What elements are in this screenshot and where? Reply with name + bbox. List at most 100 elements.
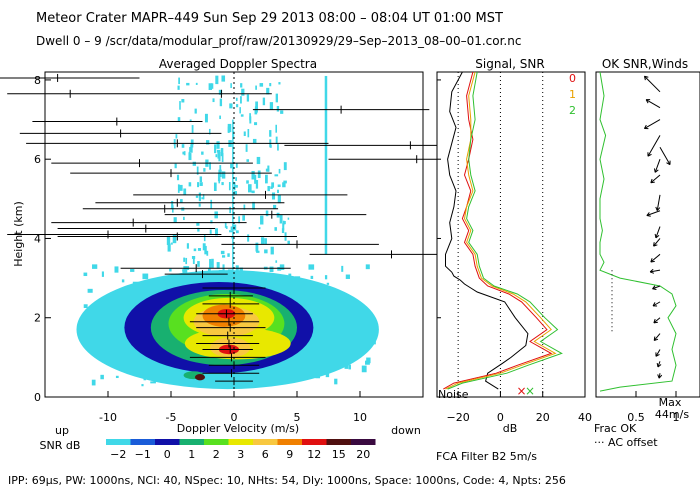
echo-speckle <box>182 269 185 272</box>
echo-speckle <box>221 75 226 82</box>
wind-arrowhead <box>657 364 662 368</box>
colorbar-value: −2 <box>110 448 126 461</box>
echo-speckle <box>277 144 279 151</box>
echo-speckle <box>239 107 241 114</box>
snr-profiles: ×× <box>443 71 563 398</box>
echo-speckle <box>176 174 180 181</box>
colorbar-value: 2 <box>213 448 220 461</box>
height-tick-label: 0 <box>34 391 41 404</box>
echo-speckle <box>191 125 194 133</box>
colorbar-value: 20 <box>356 448 370 461</box>
echo-speckle <box>221 152 224 163</box>
doppler-xlabel: Doppler Velocity (m/s) <box>177 422 299 435</box>
echo-speckle <box>189 119 192 122</box>
velocity-tick-label: -5 <box>166 411 177 424</box>
echo-speckle <box>259 83 264 87</box>
echo-speckle <box>196 166 199 175</box>
echo-speckle <box>238 216 241 224</box>
echo-speckle <box>277 189 279 193</box>
colorbar-value: −1 <box>135 448 151 461</box>
snr-panel-frame <box>436 71 586 398</box>
echo-speckle <box>245 144 248 152</box>
echo-speckle <box>188 153 192 161</box>
echo-speckle <box>251 190 255 194</box>
echo-speckle <box>214 144 217 154</box>
echo-speckle <box>255 242 259 252</box>
echo-speckle <box>190 144 194 148</box>
echo-speckle <box>262 97 266 106</box>
snr-tick-label: 20 <box>536 411 550 424</box>
echo-speckle <box>260 215 264 225</box>
echo-speckle <box>220 250 225 255</box>
ok-axes: 0.5 1 <box>627 391 680 424</box>
snr-title: Signal, SNR <box>475 57 544 71</box>
wind-arrowhead <box>650 258 653 263</box>
wind-arrow <box>654 159 661 173</box>
wind-arrow <box>647 135 661 157</box>
colorbar-value: 1 <box>188 448 195 461</box>
signal-snr-panel: ×× −20 0 20 40 Signal, SNR dB Noise 0 1 2 <box>436 57 592 435</box>
wind-arrowhead <box>649 271 655 274</box>
echo-speckle <box>101 271 104 277</box>
wind-arrow <box>644 119 661 129</box>
wind-arrowhead <box>652 288 657 291</box>
echo-speckle <box>173 139 176 146</box>
echo-speckle <box>281 228 285 234</box>
echo-speckle <box>267 186 270 192</box>
echo-speckle <box>334 378 338 385</box>
echo-stripe <box>324 75 328 255</box>
echo-speckle <box>310 275 314 279</box>
echo-speckle <box>344 365 349 369</box>
echo-speckle <box>241 88 245 96</box>
wind-arrowhead <box>653 244 658 247</box>
echo-speckle <box>326 282 330 285</box>
echo-speckle <box>265 210 269 217</box>
snr-line-noise <box>445 71 529 390</box>
wind-arrowhead <box>666 162 671 166</box>
echo-speckle <box>308 264 315 270</box>
echo-speckle <box>230 83 232 88</box>
echo-speckle <box>171 242 173 245</box>
echo-speckle <box>199 176 203 183</box>
echo-speckle <box>230 163 234 169</box>
snr-tick-label: 40 <box>578 411 592 424</box>
echo-speckle <box>141 384 144 387</box>
echo-speckle <box>212 98 215 103</box>
wind-arrowhead <box>652 302 656 307</box>
echo-speckle <box>181 144 185 148</box>
echo-speckle <box>282 182 286 188</box>
echo-speckle <box>283 162 287 171</box>
colorbar-swatches: −2 −1 0 1 2 3 6 9 12 15 20 <box>106 439 376 461</box>
echo-speckle <box>267 165 270 172</box>
echo-speckle <box>228 182 231 191</box>
echo-speckle <box>195 82 198 85</box>
ok-tick-label: 0.5 <box>627 411 645 424</box>
ok-profiles <box>599 71 677 392</box>
echo-speckle <box>277 266 282 271</box>
echo-speckle <box>275 93 278 103</box>
ok-line-frac-ok <box>599 71 677 392</box>
echo-speckle <box>150 381 156 384</box>
wind-arrowhead <box>656 207 661 211</box>
snr-axes: −20 0 20 40 <box>437 79 592 424</box>
colorbar-swatch <box>302 439 327 445</box>
echo-speckle <box>235 230 239 234</box>
colorbar-value: 3 <box>237 448 244 461</box>
echo-speckle <box>197 261 200 267</box>
echo-speckle <box>278 168 281 174</box>
noise-annotation: Noise <box>438 388 469 401</box>
snr-line-1 <box>445 71 557 390</box>
echo-speckle <box>217 172 221 182</box>
echo-speckle <box>234 184 238 188</box>
wind-arrowhead <box>650 178 653 183</box>
height-tick-label: 6 <box>34 153 41 166</box>
wind-arrowhead <box>649 268 654 273</box>
echo-speckle <box>115 375 119 379</box>
wind-arrowhead <box>656 362 659 368</box>
echo-speckle <box>229 230 233 233</box>
echo-speckle <box>191 256 196 259</box>
wind-arrowhead <box>644 75 649 78</box>
wind-arrow <box>650 253 661 263</box>
wind-arrow <box>652 301 661 307</box>
